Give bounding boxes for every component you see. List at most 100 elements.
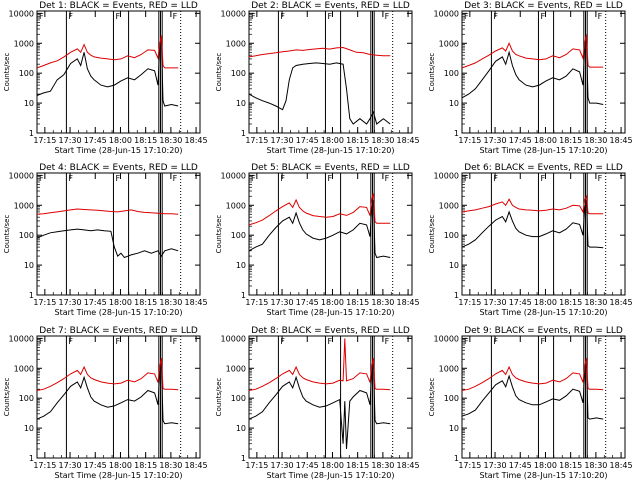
x-tick-label: 18:45 bbox=[610, 136, 633, 145]
x-tick-label: 18:15 bbox=[346, 136, 369, 145]
x-tick-label: 18:45 bbox=[610, 461, 633, 470]
flag-marker: F bbox=[540, 12, 545, 21]
y-axis-label: Counts/sec bbox=[3, 378, 11, 417]
y-axis-label: Counts/sec bbox=[3, 53, 11, 92]
panel-title: Det 6: BLACK = Events, RED = LLD bbox=[464, 163, 623, 173]
y-tick-label: 10000 bbox=[434, 334, 459, 343]
y-tick-label: 100 bbox=[231, 69, 246, 78]
y-axis-label: Counts/sec bbox=[428, 215, 436, 254]
y-tick-label: 1 bbox=[241, 291, 246, 300]
y-tick-label: 1 bbox=[29, 129, 34, 138]
y-tick-label: 10000 bbox=[9, 171, 34, 180]
x-tick-label: 17:30 bbox=[271, 461, 294, 470]
flag-marker: F bbox=[327, 174, 332, 183]
x-tick-label: 18:15 bbox=[346, 461, 369, 470]
y-tick-label: 10 bbox=[24, 261, 34, 270]
flag-marker: F bbox=[493, 337, 498, 346]
x-axis-label: Start Time (28-Jun-15 17:10:20) bbox=[55, 471, 183, 480]
y-tick-label: 10000 bbox=[9, 334, 34, 343]
x-tick-label: 18:00 bbox=[321, 461, 344, 470]
x-tick-label: 17:15 bbox=[245, 136, 268, 145]
x-tick-label: 17:30 bbox=[484, 136, 507, 145]
x-tick-label: 17:45 bbox=[509, 298, 532, 307]
plot-frame bbox=[461, 172, 626, 296]
y-tick-label: 10 bbox=[24, 424, 34, 433]
plot-frame bbox=[461, 335, 626, 459]
x-tick-label: 18:15 bbox=[134, 298, 157, 307]
x-tick-label: 18:30 bbox=[371, 136, 394, 145]
x-tick-label: 17:30 bbox=[59, 136, 82, 145]
det-panel-1: Det 1: BLACK = Events, RED = LLD 1 10 100 10… bbox=[3, 1, 208, 155]
y-tick-label: 1000 bbox=[226, 201, 246, 210]
x-tick-label: 18:30 bbox=[159, 136, 182, 145]
panel-title: Det 9: BLACK = Events, RED = LLD bbox=[464, 326, 623, 336]
series-line-events bbox=[461, 37, 604, 105]
flag-marker: F bbox=[540, 337, 545, 346]
flag-marker: F bbox=[173, 174, 178, 183]
y-tick-label: 1000 bbox=[439, 364, 459, 373]
series-line-lld bbox=[461, 357, 604, 391]
series-line-events bbox=[36, 37, 179, 107]
flag-marker: F bbox=[598, 174, 603, 183]
y-tick-label: 10000 bbox=[9, 9, 34, 18]
y-tick-label: 100 bbox=[19, 231, 34, 240]
y-tick-label: 1 bbox=[454, 291, 459, 300]
y-tick-label: 100 bbox=[444, 394, 459, 403]
series-line-lld bbox=[36, 208, 179, 215]
plot-frame bbox=[36, 10, 201, 134]
flag-marker-left: F bbox=[251, 174, 256, 183]
flag-marker-left: F bbox=[251, 12, 256, 21]
y-axis-label: Counts/sec bbox=[3, 215, 11, 254]
flag-marker: F bbox=[493, 174, 498, 183]
flag-marker-left: F bbox=[39, 12, 44, 21]
x-tick-label: 17:15 bbox=[458, 461, 481, 470]
flag-marker: F bbox=[280, 174, 285, 183]
x-tick-label: 18:45 bbox=[397, 136, 420, 145]
panel-title: Det 3: BLACK = Events, RED = LLD bbox=[464, 1, 623, 11]
y-tick-label: 1000 bbox=[14, 39, 34, 48]
flag-marker-left: F bbox=[39, 174, 44, 183]
x-tick-label: 18:45 bbox=[397, 461, 420, 470]
x-tick-label: 18:00 bbox=[321, 136, 344, 145]
panel-title: Det 8: BLACK = Events, RED = LLD bbox=[251, 326, 410, 336]
x-tick-label: 18:15 bbox=[134, 461, 157, 470]
x-tick-label: 18:00 bbox=[534, 298, 557, 307]
series-line-lld bbox=[36, 35, 179, 69]
x-tick-label: 18:45 bbox=[185, 461, 208, 470]
x-tick-label: 17:45 bbox=[84, 461, 107, 470]
x-tick-label: 18:30 bbox=[584, 298, 607, 307]
x-tick-label: 18:00 bbox=[109, 461, 132, 470]
flag-marker: F bbox=[173, 12, 178, 21]
y-tick-label: 100 bbox=[19, 69, 34, 78]
x-tick-label: 17:30 bbox=[484, 461, 507, 470]
x-tick-label: 18:30 bbox=[584, 136, 607, 145]
flag-marker: F bbox=[68, 12, 73, 21]
y-tick-label: 10000 bbox=[221, 171, 246, 180]
y-tick-label: 10000 bbox=[434, 9, 459, 18]
det-panel-8: Det 8: BLACK = Events, RED = LLD 1 10 100 10… bbox=[215, 326, 420, 480]
x-tick-label: 18:30 bbox=[371, 298, 394, 307]
x-axis-label: Start Time (28-Jun-15 17:10:20) bbox=[267, 471, 395, 480]
plot-frame bbox=[461, 10, 626, 134]
series-line-lld bbox=[248, 46, 391, 58]
series-line-events bbox=[36, 362, 179, 425]
y-tick-label: 10 bbox=[236, 424, 246, 433]
y-tick-label: 1 bbox=[29, 454, 34, 463]
x-axis-label: Start Time (28-Jun-15 17:10:20) bbox=[55, 308, 183, 317]
plot-frame bbox=[248, 335, 413, 459]
x-tick-label: 17:15 bbox=[33, 461, 56, 470]
y-tick-label: 10 bbox=[236, 99, 246, 108]
y-tick-label: 100 bbox=[231, 231, 246, 240]
x-tick-label: 18:00 bbox=[321, 298, 344, 307]
y-tick-label: 10000 bbox=[221, 334, 246, 343]
x-tick-label: 18:30 bbox=[584, 461, 607, 470]
x-axis-label: Start Time (28-Jun-15 17:10:20) bbox=[480, 471, 608, 480]
x-tick-label: 17:45 bbox=[509, 461, 532, 470]
x-tick-label: 18:15 bbox=[559, 298, 582, 307]
x-tick-label: 18:45 bbox=[185, 136, 208, 145]
y-axis-label: Counts/sec bbox=[428, 53, 436, 92]
panel-title: Det 1: BLACK = Events, RED = LLD bbox=[39, 1, 198, 11]
y-tick-label: 1 bbox=[454, 454, 459, 463]
x-axis-label: Start Time (28-Jun-15 17:10:20) bbox=[267, 146, 395, 155]
x-tick-label: 17:45 bbox=[296, 136, 319, 145]
